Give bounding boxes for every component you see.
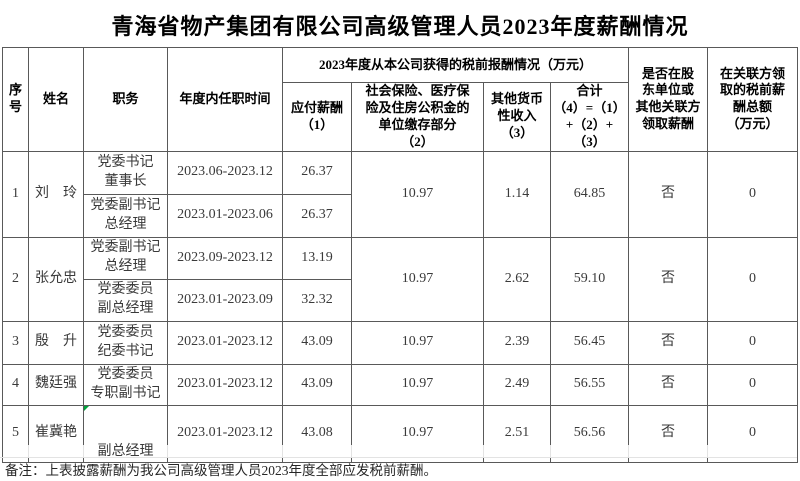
cell-position: 党委副书记 总经理 — [83, 193, 168, 238]
gridline — [483, 445, 484, 457]
cell-other-income: 2.62 — [483, 236, 551, 322]
cell-seq: 2 — [2, 236, 29, 322]
cell-payable: 13.19 — [282, 236, 352, 280]
cell-related-total: 0 — [707, 236, 799, 322]
cell-position: 党委委员 纪委书记 — [83, 320, 168, 365]
table-row: 党委委员 副总经理 2023.01-2023.09 32.32 — [3, 278, 798, 322]
cell-other-income: 1.14 — [483, 150, 551, 238]
cell-total: 56.45 — [549, 320, 630, 365]
cell-related-total: 0 — [707, 150, 799, 238]
cell-insurance: 10.97 — [351, 150, 484, 238]
gridline — [628, 445, 629, 457]
col-header-total: 合计 （4）=（1） +（2）+ （3） — [549, 82, 630, 152]
cell-period: 2023.01-2023.12 — [167, 363, 283, 406]
cell-position: 党委副书记 总经理 — [83, 236, 168, 280]
gridline — [707, 445, 708, 457]
cell-other-income: 2.49 — [483, 363, 551, 406]
cell-related-pay: 否 — [628, 320, 709, 365]
cell-period: 2023.01-2023.12 — [167, 404, 283, 464]
page-title: 青海省物产集团有限公司高级管理人员2023年度薪酬情况 — [111, 14, 689, 39]
col-header-payable: 应付薪酬 （1） — [282, 82, 352, 152]
col-header-name: 姓名 — [28, 47, 84, 152]
col-header-related-pay: 是否在股 东单位或 其他关联方 领取薪酬 — [628, 47, 709, 152]
cell-payable: 43.09 — [282, 363, 352, 406]
cell-insurance: 10.97 — [351, 320, 484, 365]
gridline — [83, 445, 84, 457]
col-header-group: 2023年度从本公司获得的税前报酬情况（万元） — [281, 47, 630, 83]
table-row: 党委副书记 总经理 2023.01-2023.06 26.37 — [3, 193, 798, 238]
col-header-related-total: 在关联方领 取的税前薪 酬总额 （万元） — [707, 47, 799, 152]
table-row: 4 魏廷强 党委委员 专职副书记 2023.01-2023.12 43.09 1… — [2, 363, 799, 406]
cell-name: 刘 玲 — [28, 150, 84, 238]
cell-period: 2023.06-2023.12 — [167, 150, 283, 195]
gridline — [167, 445, 168, 457]
table-row: 2 张允忠 党委副书记 总经理 2023.09-2023.12 13.19 10… — [2, 236, 799, 322]
cell-total: 64.85 — [549, 150, 630, 238]
gridline — [351, 445, 352, 457]
cell-total: 59.10 — [549, 236, 630, 322]
cell-related-total: 0 — [707, 363, 799, 406]
cell-position: 副总经理 — [83, 404, 168, 464]
cell-other-income: 2.51 — [483, 404, 551, 464]
cell-payable: 43.09 — [282, 320, 352, 365]
table-row: 1 刘 玲 党委书记 董事长 2023.06-2023.12 26.37 10.… — [2, 150, 799, 238]
gridline — [28, 445, 29, 457]
col-header-tenure: 年度内任职时间 — [167, 47, 283, 152]
cell-period: 2023.09-2023.12 — [167, 236, 283, 280]
cell-payable: 26.37 — [282, 150, 352, 195]
gridline — [550, 445, 551, 457]
cell-related-total: 0 — [707, 320, 799, 365]
cell-seq: 1 — [2, 150, 29, 238]
cell-related-total: 0 — [707, 404, 799, 464]
cell-payable: 43.08 — [282, 404, 352, 464]
salary-table: 序 号 姓名 职务 年度内任职时间 2023年度从本公司获得的税前报酬情况（万元… — [2, 47, 799, 464]
cell-position: 党委书记 董事长 — [83, 150, 168, 195]
cell-position-label: 副总经理 — [97, 444, 154, 460]
gridline — [0, 457, 797, 458]
cell-name: 张允忠 — [28, 236, 84, 322]
excel-corner-marker-icon — [84, 406, 89, 411]
cell-payable: 26.37 — [282, 193, 352, 238]
cell-related-pay: 否 — [628, 404, 709, 464]
col-header-insurance: 社会保险、医疗保 险及住房公积金的 单位缴存部分 （2） — [351, 82, 484, 152]
cell-other-income: 2.39 — [483, 320, 551, 365]
cell-seq: 4 — [2, 363, 29, 406]
cell-related-pay: 否 — [628, 236, 709, 322]
cell-total: 56.56 — [549, 404, 630, 464]
cell-name: 魏廷强 — [28, 363, 84, 406]
table-row: 5 崔冀艳 副总经理 2023.01-2023.12 43.08 10.97 2… — [2, 404, 799, 464]
cell-insurance: 10.97 — [351, 363, 484, 406]
cell-total: 56.55 — [549, 363, 630, 406]
footnote: 备注：上表披露薪酬为我公司高级管理人员2023年度全部应发税前薪酬。 — [5, 463, 437, 478]
cell-name: 崔冀艳 — [28, 404, 84, 464]
gridline — [282, 445, 283, 457]
cell-period: 2023.01-2023.09 — [167, 278, 283, 322]
cell-period: 2023.01-2023.12 — [167, 320, 283, 365]
col-header-seq: 序 号 — [2, 47, 29, 152]
cell-position: 党委委员 专职副书记 — [83, 363, 168, 406]
cell-period: 2023.01-2023.06 — [167, 193, 283, 238]
cell-seq: 5 — [2, 404, 29, 464]
cell-position: 党委委员 副总经理 — [83, 278, 168, 322]
cell-related-pay: 否 — [628, 150, 709, 238]
cell-related-pay: 否 — [628, 363, 709, 406]
cell-seq: 3 — [2, 320, 29, 365]
cell-insurance: 10.97 — [351, 236, 484, 322]
table-row: 3 殷 升 党委委员 纪委书记 2023.01-2023.12 43.09 10… — [2, 320, 799, 365]
cell-payable: 32.32 — [282, 278, 352, 322]
cell-name: 殷 升 — [28, 320, 84, 365]
col-header-other-income: 其他货币 性收入 （3） — [483, 82, 551, 152]
col-header-position: 职务 — [83, 47, 168, 152]
cell-insurance: 10.97 — [351, 404, 484, 464]
